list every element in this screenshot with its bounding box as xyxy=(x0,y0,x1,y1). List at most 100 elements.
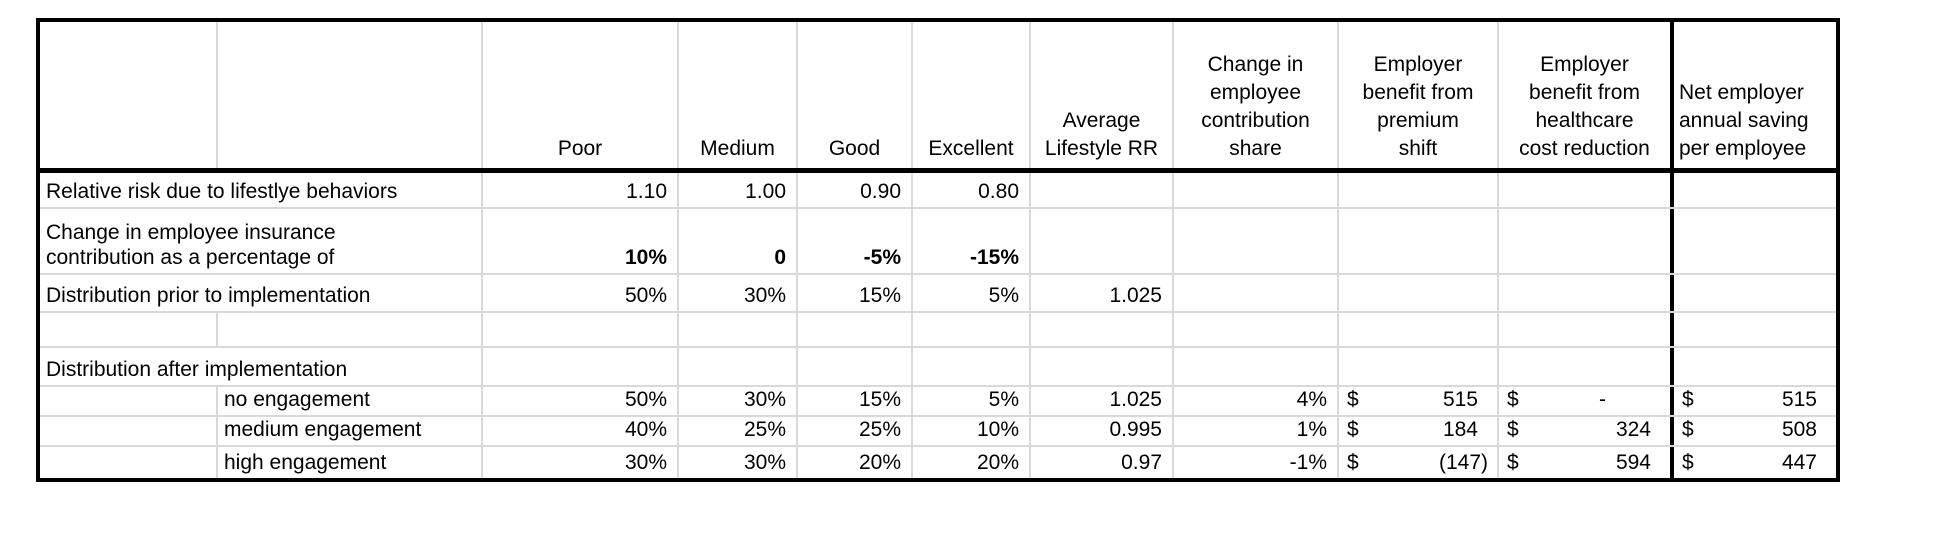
cell-no-engagement-poor[interactable]: 50% xyxy=(483,387,679,415)
cell-medium-engagement-poor[interactable]: 40% xyxy=(483,417,679,445)
cell-empty[interactable] xyxy=(40,387,218,415)
row-contribution-change: Change in employee insurance contributio… xyxy=(40,209,1836,275)
cell-contribution-change-excellent[interactable]: -15% xyxy=(913,209,1031,273)
cell-value: 184 xyxy=(1442,418,1478,441)
cell-relative-risk-label[interactable]: Relative risk due to lifestlye behaviors xyxy=(40,173,483,207)
cell-contribution-change-good[interactable]: -5% xyxy=(798,209,913,273)
cell-no-engagement-healthcare[interactable]: $ - xyxy=(1499,387,1670,415)
cell-high-engagement-label[interactable]: high engagement xyxy=(218,447,483,478)
cell-no-engagement-avg-rr[interactable]: 1.025 xyxy=(1031,387,1174,415)
cell-high-engagement-poor[interactable]: 30% xyxy=(483,447,679,478)
cell-high-engagement-healthcare[interactable]: $ 594 xyxy=(1499,447,1670,478)
cell-empty[interactable] xyxy=(218,313,483,346)
cell-empty[interactable] xyxy=(1031,348,1174,385)
cell-medium-engagement-medium[interactable]: 25% xyxy=(679,417,798,445)
cell-value: (147) xyxy=(1438,451,1488,474)
cell-empty[interactable] xyxy=(483,313,679,346)
cell-empty[interactable] xyxy=(1499,348,1670,385)
header-healthcare-cost-reduction[interactable]: Employer benefit from healthcare cost re… xyxy=(1519,53,1650,160)
cell-no-engagement-net[interactable]: $ 515 xyxy=(1670,387,1836,415)
cell-high-engagement-net[interactable]: $ 447 xyxy=(1670,447,1836,478)
cell-relative-risk-excellent[interactable]: 0.80 xyxy=(913,173,1031,207)
cell-distribution-prior-good[interactable]: 15% xyxy=(798,275,913,311)
cell-no-engagement-premium[interactable]: $ 515 xyxy=(1339,387,1499,415)
cell-empty[interactable] xyxy=(1031,173,1174,207)
cell-no-engagement-label[interactable]: no engagement xyxy=(218,387,483,415)
header-premium-shift[interactable]: Employer benefit from premium shift xyxy=(1339,22,1499,168)
header-cell-blank-a[interactable] xyxy=(40,22,218,168)
cell-empty[interactable] xyxy=(679,313,798,346)
cell-empty[interactable] xyxy=(798,313,913,346)
cell-high-engagement-premium[interactable]: $ (147) xyxy=(1339,447,1499,478)
cell-empty[interactable] xyxy=(1670,275,1836,311)
cell-medium-engagement-contrib[interactable]: 1% xyxy=(1174,417,1339,445)
cell-empty[interactable] xyxy=(40,313,218,346)
cell-empty[interactable] xyxy=(1499,173,1670,207)
cell-empty[interactable] xyxy=(1339,209,1499,273)
cell-distribution-prior-avg-rr[interactable]: 1.025 xyxy=(1031,275,1174,311)
header-contribution-share[interactable]: Change in employee contribution share xyxy=(1174,22,1339,168)
cell-empty[interactable] xyxy=(1670,173,1836,207)
cell-empty[interactable] xyxy=(1339,173,1499,207)
cell-no-engagement-medium[interactable]: 30% xyxy=(679,387,798,415)
cell-empty[interactable] xyxy=(1174,348,1339,385)
header-cell-blank-b[interactable] xyxy=(218,22,483,168)
cell-empty[interactable] xyxy=(1339,275,1499,311)
cell-empty[interactable] xyxy=(1031,313,1174,346)
header-good[interactable]: Good xyxy=(798,22,913,168)
cell-medium-engagement-premium[interactable]: $ 184 xyxy=(1339,417,1499,445)
cell-high-engagement-avg-rr[interactable]: 0.97 xyxy=(1031,447,1174,478)
cell-contribution-change-medium[interactable]: 0 xyxy=(679,209,798,273)
header-medium[interactable]: Medium xyxy=(679,22,798,168)
cell-empty[interactable] xyxy=(1174,173,1339,207)
cell-distribution-prior-poor[interactable]: 50% xyxy=(483,275,679,311)
cell-empty[interactable] xyxy=(1174,275,1339,311)
cell-medium-engagement-label[interactable]: medium engagement xyxy=(218,417,483,445)
cell-empty[interactable] xyxy=(1174,209,1339,273)
cell-distribution-prior-excellent[interactable]: 5% xyxy=(913,275,1031,311)
cell-high-engagement-good[interactable]: 20% xyxy=(798,447,913,478)
cell-empty[interactable] xyxy=(798,348,913,385)
cell-relative-risk-poor[interactable]: 1.10 xyxy=(483,173,679,207)
cell-medium-engagement-good[interactable]: 25% xyxy=(798,417,913,445)
header-net-saving[interactable]: Net employer annual saving per employee xyxy=(1670,22,1836,168)
cell-high-engagement-excellent[interactable]: 20% xyxy=(913,447,1031,478)
cell-high-engagement-medium[interactable]: 30% xyxy=(679,447,798,478)
header-poor[interactable]: Poor xyxy=(483,22,679,168)
cell-no-engagement-good[interactable]: 15% xyxy=(798,387,913,415)
cell-empty[interactable] xyxy=(40,447,218,478)
cell-empty[interactable] xyxy=(1670,313,1836,346)
cell-empty[interactable] xyxy=(1339,313,1499,346)
cell-empty[interactable] xyxy=(913,348,1031,385)
cell-no-engagement-excellent[interactable]: 5% xyxy=(913,387,1031,415)
cell-empty[interactable] xyxy=(483,348,679,385)
cell-empty[interactable] xyxy=(679,348,798,385)
cell-value: 508 xyxy=(1781,418,1817,441)
cell-high-engagement-contrib[interactable]: -1% xyxy=(1174,447,1339,478)
cell-empty[interactable] xyxy=(1670,209,1836,273)
cell-contribution-change-label[interactable]: Change in employee insurance contributio… xyxy=(40,209,483,273)
header-average-lifestyle-rr[interactable]: Average Lifestyle RR xyxy=(1031,22,1174,168)
cell-contribution-change-poor[interactable]: 10% xyxy=(483,209,679,273)
cell-empty[interactable] xyxy=(1031,209,1174,273)
cell-empty[interactable] xyxy=(1499,209,1670,273)
cell-medium-engagement-healthcare[interactable]: $ 324 xyxy=(1499,417,1670,445)
cell-empty[interactable] xyxy=(1339,348,1499,385)
cell-empty[interactable] xyxy=(40,417,218,445)
cell-empty[interactable] xyxy=(1670,348,1836,385)
cell-empty[interactable] xyxy=(1499,275,1670,311)
cell-relative-risk-good[interactable]: 0.90 xyxy=(798,173,913,207)
cell-relative-risk-medium[interactable]: 1.00 xyxy=(679,173,798,207)
cell-empty[interactable] xyxy=(1174,313,1339,346)
cell-no-engagement-contrib[interactable]: 4% xyxy=(1174,387,1339,415)
cell-medium-engagement-excellent[interactable]: 10% xyxy=(913,417,1031,445)
cell-medium-engagement-net[interactable]: $ 508 xyxy=(1670,417,1836,445)
cell-distribution-prior-medium[interactable]: 30% xyxy=(679,275,798,311)
cell-empty[interactable] xyxy=(913,313,1031,346)
cell-distribution-after-label[interactable]: Distribution after implementation xyxy=(40,348,483,385)
cell-medium-engagement-avg-rr[interactable]: 0.995 xyxy=(1031,417,1174,445)
cell-distribution-prior-label[interactable]: Distribution prior to implementation xyxy=(40,275,483,311)
currency-symbol: $ xyxy=(1507,388,1519,411)
cell-empty[interactable] xyxy=(1499,313,1670,346)
header-excellent[interactable]: Excellent xyxy=(913,22,1031,168)
